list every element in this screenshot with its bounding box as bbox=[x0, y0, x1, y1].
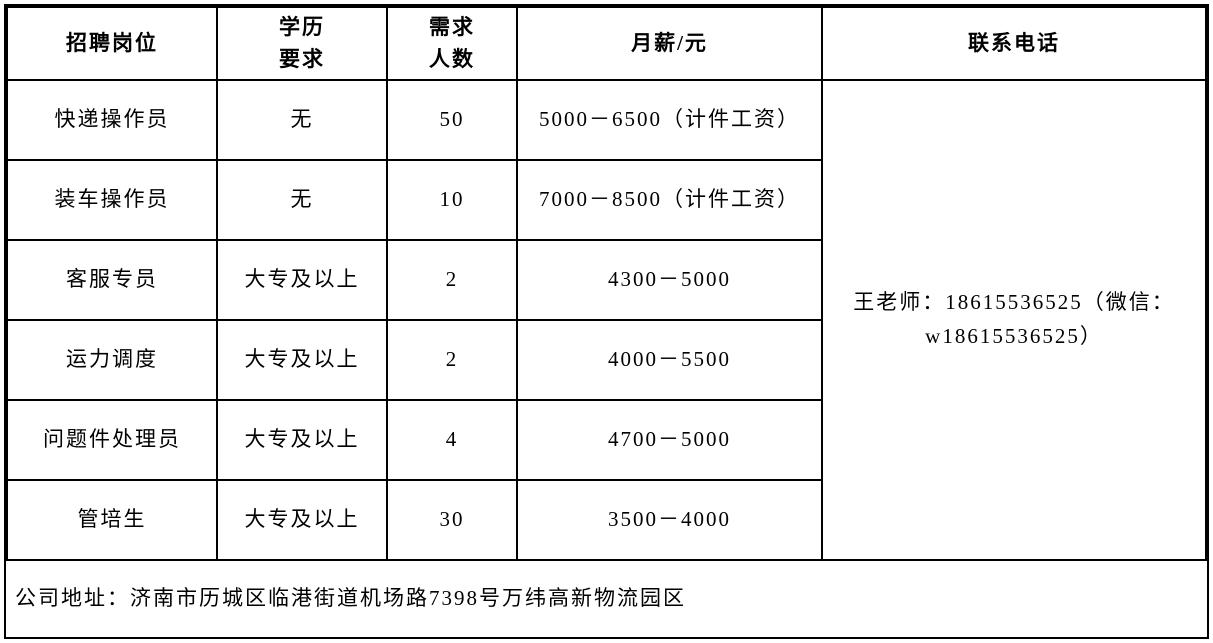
cell-address: 公司地址：济南市历城区临港街道机场路7398号万纬高新物流园区 bbox=[7, 560, 1206, 637]
cell-count: 30 bbox=[387, 480, 517, 560]
cell-position: 快递操作员 bbox=[7, 80, 217, 160]
table-header-row: 招聘岗位 学历 要求 需求 人数 月薪/元 联系电话 bbox=[7, 7, 1206, 80]
cell-count: 4 bbox=[387, 400, 517, 480]
cell-position: 装车操作员 bbox=[7, 160, 217, 240]
table-row: 快递操作员 无 50 5000－6500（计件工资） 王老师：186155365… bbox=[7, 80, 1206, 160]
cell-salary: 4300－5000 bbox=[517, 240, 822, 320]
cell-education: 无 bbox=[217, 160, 387, 240]
cell-salary: 7000－8500（计件工资） bbox=[517, 160, 822, 240]
cell-salary: 4700－5000 bbox=[517, 400, 822, 480]
address-label: 公司地址： bbox=[15, 586, 130, 610]
header-count-line1: 需求 bbox=[429, 12, 475, 44]
cell-count: 2 bbox=[387, 240, 517, 320]
cell-count: 2 bbox=[387, 320, 517, 400]
cell-position: 客服专员 bbox=[7, 240, 217, 320]
recruitment-table-wrapper: 招聘岗位 学历 要求 需求 人数 月薪/元 联系电话 bbox=[4, 4, 1209, 639]
cell-contact: 王老师：18615536525（微信：w18615536525） bbox=[822, 80, 1206, 560]
header-count-line2: 人数 bbox=[429, 44, 475, 76]
cell-count: 50 bbox=[387, 80, 517, 160]
header-education: 学历 要求 bbox=[217, 7, 387, 80]
header-position: 招聘岗位 bbox=[7, 7, 217, 80]
cell-education: 大专及以上 bbox=[217, 480, 387, 560]
recruitment-table: 招聘岗位 学历 要求 需求 人数 月薪/元 联系电话 bbox=[6, 6, 1207, 637]
cell-position: 管培生 bbox=[7, 480, 217, 560]
cell-education: 大专及以上 bbox=[217, 320, 387, 400]
cell-position: 运力调度 bbox=[7, 320, 217, 400]
cell-position: 问题件处理员 bbox=[7, 400, 217, 480]
header-count: 需求 人数 bbox=[387, 7, 517, 80]
cell-education: 无 bbox=[217, 80, 387, 160]
cell-salary: 5000－6500（计件工资） bbox=[517, 80, 822, 160]
header-education-line2: 要求 bbox=[279, 44, 325, 76]
header-contact: 联系电话 bbox=[822, 7, 1206, 80]
header-salary: 月薪/元 bbox=[517, 7, 822, 80]
cell-salary: 4000－5500 bbox=[517, 320, 822, 400]
cell-count: 10 bbox=[387, 160, 517, 240]
cell-salary: 3500－4000 bbox=[517, 480, 822, 560]
address-row: 公司地址：济南市历城区临港街道机场路7398号万纬高新物流园区 bbox=[7, 560, 1206, 637]
address-value: 济南市历城区临港街道机场路7398号万纬高新物流园区 bbox=[130, 586, 686, 610]
cell-education: 大专及以上 bbox=[217, 400, 387, 480]
cell-education: 大专及以上 bbox=[217, 240, 387, 320]
header-education-line1: 学历 bbox=[279, 12, 325, 44]
